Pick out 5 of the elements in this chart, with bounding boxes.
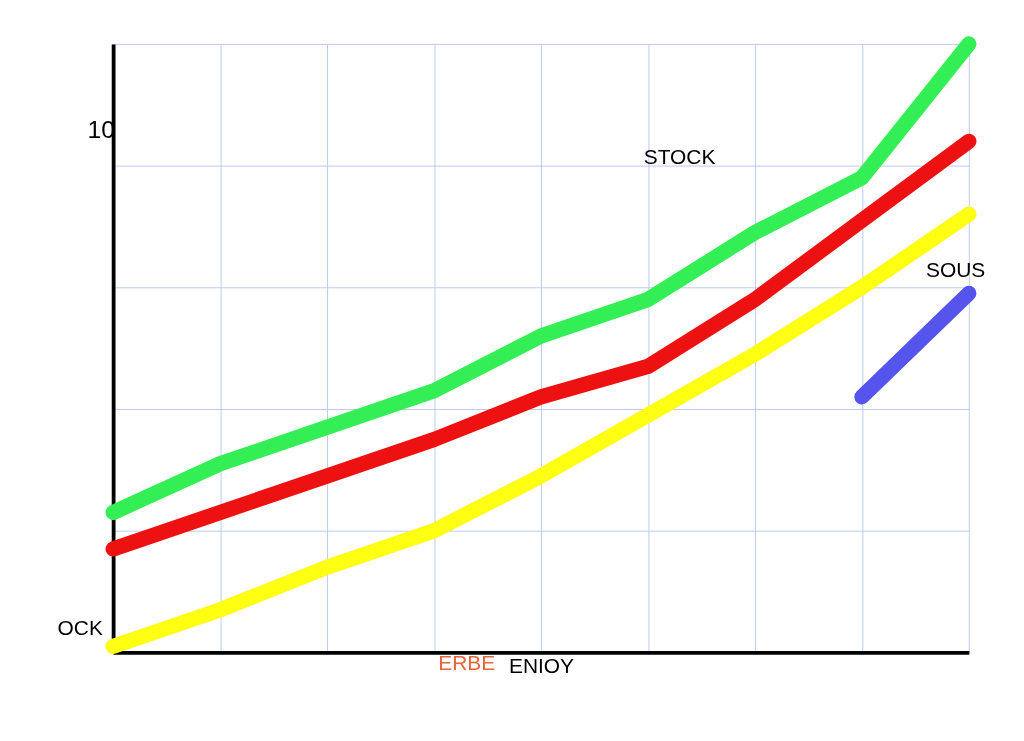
x-axis-title: ENIOY [508,653,575,677]
annotation: SOUS [926,257,986,281]
annotation: STOCK [643,144,716,168]
text: OCK [57,615,103,639]
annotation: ERBE [438,650,496,674]
